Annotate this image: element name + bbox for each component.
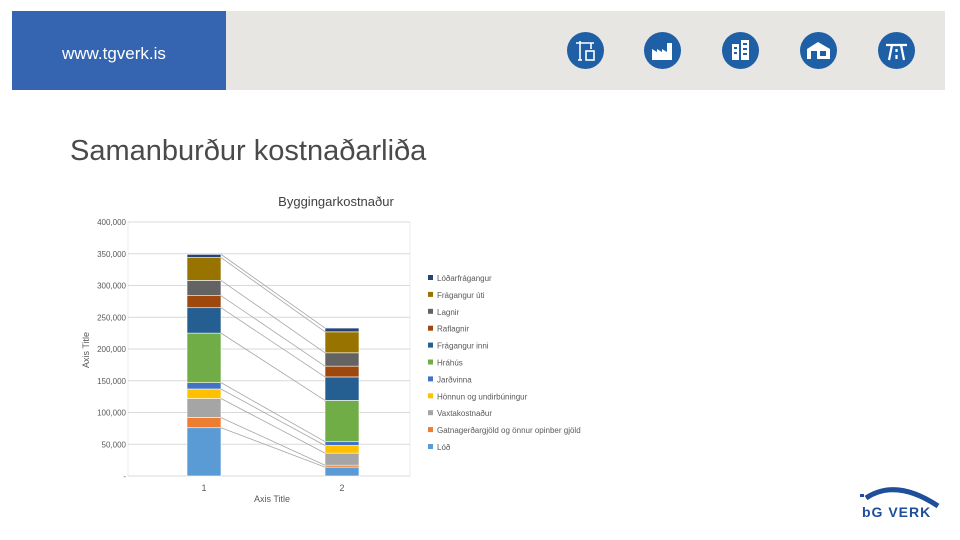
y-tick-label: 200,000 [97,345,126,354]
warehouse-icon [800,32,837,69]
bar-segment [186,295,222,309]
legend-entry: Vaxtakostnaður [437,409,492,418]
series-line [220,417,326,466]
y-tick-label: 250,000 [97,313,126,322]
legend-swatch [428,393,433,399]
legend-entry: Lagnir [437,308,460,317]
series-line [220,332,326,401]
series-line [220,257,326,333]
bar-segment [324,352,360,367]
legend-swatch [428,291,433,297]
office-building-icon [722,32,759,69]
bar-segment [324,327,360,333]
bar-segment [186,417,222,429]
series-line [220,398,326,454]
bar-segment [186,254,222,258]
bar-segment [324,376,360,401]
y-tick-label: 150,000 [97,377,126,386]
bg-verk-logo: bG VERK [858,484,943,520]
legend-swatch [428,444,433,449]
series-line [220,382,326,443]
x-tick-label: 2 [339,483,344,493]
bar-segment [186,427,222,477]
legend-swatch [428,376,433,382]
y-tick-label: 400,000 [97,218,126,227]
legend-swatch [428,325,433,331]
logo-text: bG VERK [862,504,931,520]
bar-segment [186,257,222,281]
y-tick-label: 50,000 [102,440,127,449]
legend-entry: Frágangur úti [437,291,485,300]
bar-segment [324,466,360,477]
bar-segment [324,452,360,466]
legend-entry: Gatnagerðargjöld og önnur opinber gjöld [437,426,581,435]
series-line [220,280,326,354]
legend-entry: Frágangur inni [437,342,489,351]
legend-entry: Hráhús [437,359,463,368]
bar-segment [324,365,360,378]
y-tick-label: - [123,472,126,481]
url-box [12,11,226,90]
y-tick-label: 350,000 [97,250,126,259]
legend-swatch [428,359,433,365]
legend-swatch [428,410,433,416]
x-axis-title: Axis Title [254,494,290,504]
factory-icon [644,32,681,69]
bar-segment [186,307,222,334]
legend-swatch [428,427,433,433]
series-line [220,254,326,329]
legend-swatch [428,342,433,348]
legend-swatch [428,275,433,280]
y-tick-label: 300,000 [97,282,126,291]
y-tick-label: 100,000 [97,409,126,418]
x-tick-label: 1 [201,483,206,493]
bar-segment [186,398,222,418]
series-line [220,307,326,378]
chart-title: Byggingarkostnaður [278,194,394,209]
y-axis-title: Axis Title [81,332,91,368]
bar-segment [324,445,360,454]
bar-segment [324,441,360,446]
bar-segment [186,332,222,383]
bar-segment [186,280,222,296]
slide-title: Samanburður kostnaðarliða [70,135,427,167]
bar-segment [186,388,222,399]
bar-segment [324,400,360,443]
bar-segment [186,382,222,390]
legend-swatch [428,308,433,314]
series-line [220,427,326,468]
bar-segment [324,331,360,354]
crane-icon [567,32,604,69]
series-line [220,295,326,367]
website-url[interactable]: www.tgverk.is [62,44,166,63]
legend-entry: Hönnun og undirbúningur [437,392,528,401]
series-line [220,388,326,446]
legend-entry: Lóðarfrágangur [437,274,492,283]
legend-entry: Lóð [437,443,451,452]
legend-entry: Jarðvinna [437,375,472,384]
legend-entry: Raflagnir [437,325,469,334]
road-icon [878,32,915,69]
